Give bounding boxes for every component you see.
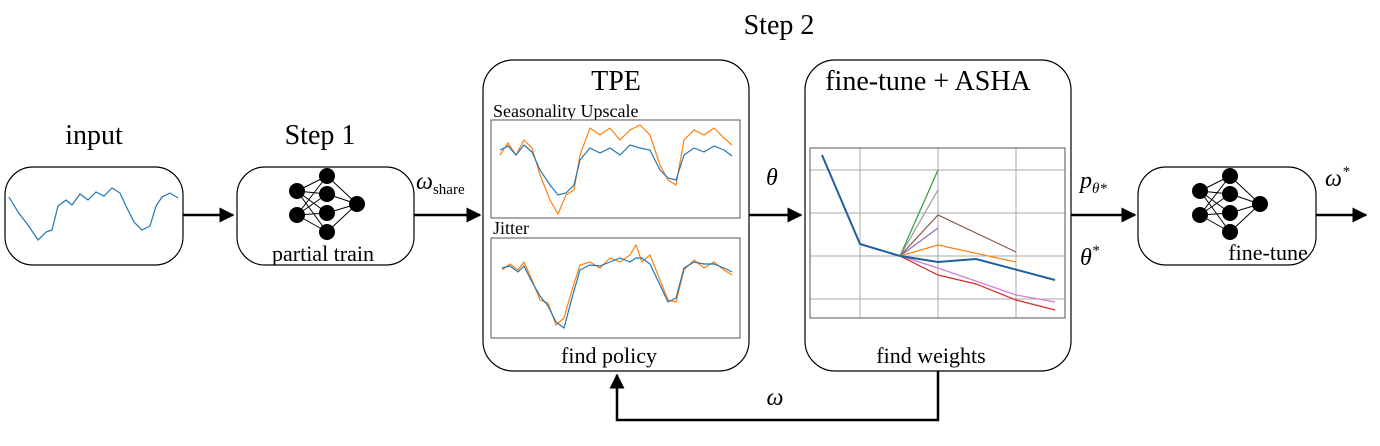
subscript: share xyxy=(433,182,465,198)
plot-series xyxy=(501,257,733,330)
plot-title: Seasonality Upscale xyxy=(493,101,638,121)
plot-frame xyxy=(490,237,741,339)
node xyxy=(289,207,305,223)
plot-title: Jitter xyxy=(493,218,529,238)
input-box xyxy=(4,166,184,266)
node xyxy=(319,224,335,240)
network-icon xyxy=(289,168,365,240)
edge xyxy=(1199,190,1231,233)
node xyxy=(1222,205,1238,221)
node xyxy=(1192,207,1208,223)
node xyxy=(319,205,335,221)
feedback-label: ω xyxy=(767,385,784,411)
share-label: ωshare xyxy=(416,169,465,198)
superscript: * xyxy=(1092,243,1100,259)
subscript: θ* xyxy=(1092,181,1107,197)
node xyxy=(1252,196,1268,212)
plot-frame xyxy=(490,119,741,219)
node xyxy=(1222,186,1238,202)
node xyxy=(1222,224,1238,240)
step1-label: partial train xyxy=(272,241,374,266)
feedback-arrow xyxy=(609,371,940,422)
superscript: * xyxy=(1342,164,1350,180)
node xyxy=(1192,183,1208,199)
step1-title: Step 1 xyxy=(285,120,356,151)
p-label: pθ* xyxy=(1078,168,1107,197)
symbol: ω xyxy=(1325,166,1342,192)
node xyxy=(1222,168,1238,184)
node xyxy=(349,196,365,212)
theta-star-label: θ* xyxy=(1080,243,1100,271)
node xyxy=(319,186,335,202)
edge xyxy=(1199,175,1231,216)
node xyxy=(289,183,305,199)
edge xyxy=(296,175,328,216)
theta-label: θ xyxy=(766,165,778,191)
asha-title: fine-tune + ASHA xyxy=(825,66,1031,97)
node xyxy=(319,168,335,184)
plot-grid xyxy=(810,148,1065,318)
plot-series xyxy=(821,154,1056,311)
final-label: fine-tune xyxy=(1228,240,1307,265)
symbol: p xyxy=(1078,168,1092,194)
symbol: θ xyxy=(1080,245,1092,271)
symbol: ω xyxy=(416,169,433,195)
input-series xyxy=(8,187,179,241)
tpe-label: find policy xyxy=(561,343,657,368)
tpe-title: TPE xyxy=(591,66,641,97)
network-icon xyxy=(1192,168,1268,240)
plot-frame xyxy=(809,147,1066,319)
asha-label: find weights xyxy=(876,343,985,368)
title: Step 2 xyxy=(744,10,815,41)
omega-star-label: ω* xyxy=(1325,164,1350,192)
edge xyxy=(296,190,328,233)
input-title: input xyxy=(65,120,123,151)
plot-series xyxy=(499,144,733,196)
